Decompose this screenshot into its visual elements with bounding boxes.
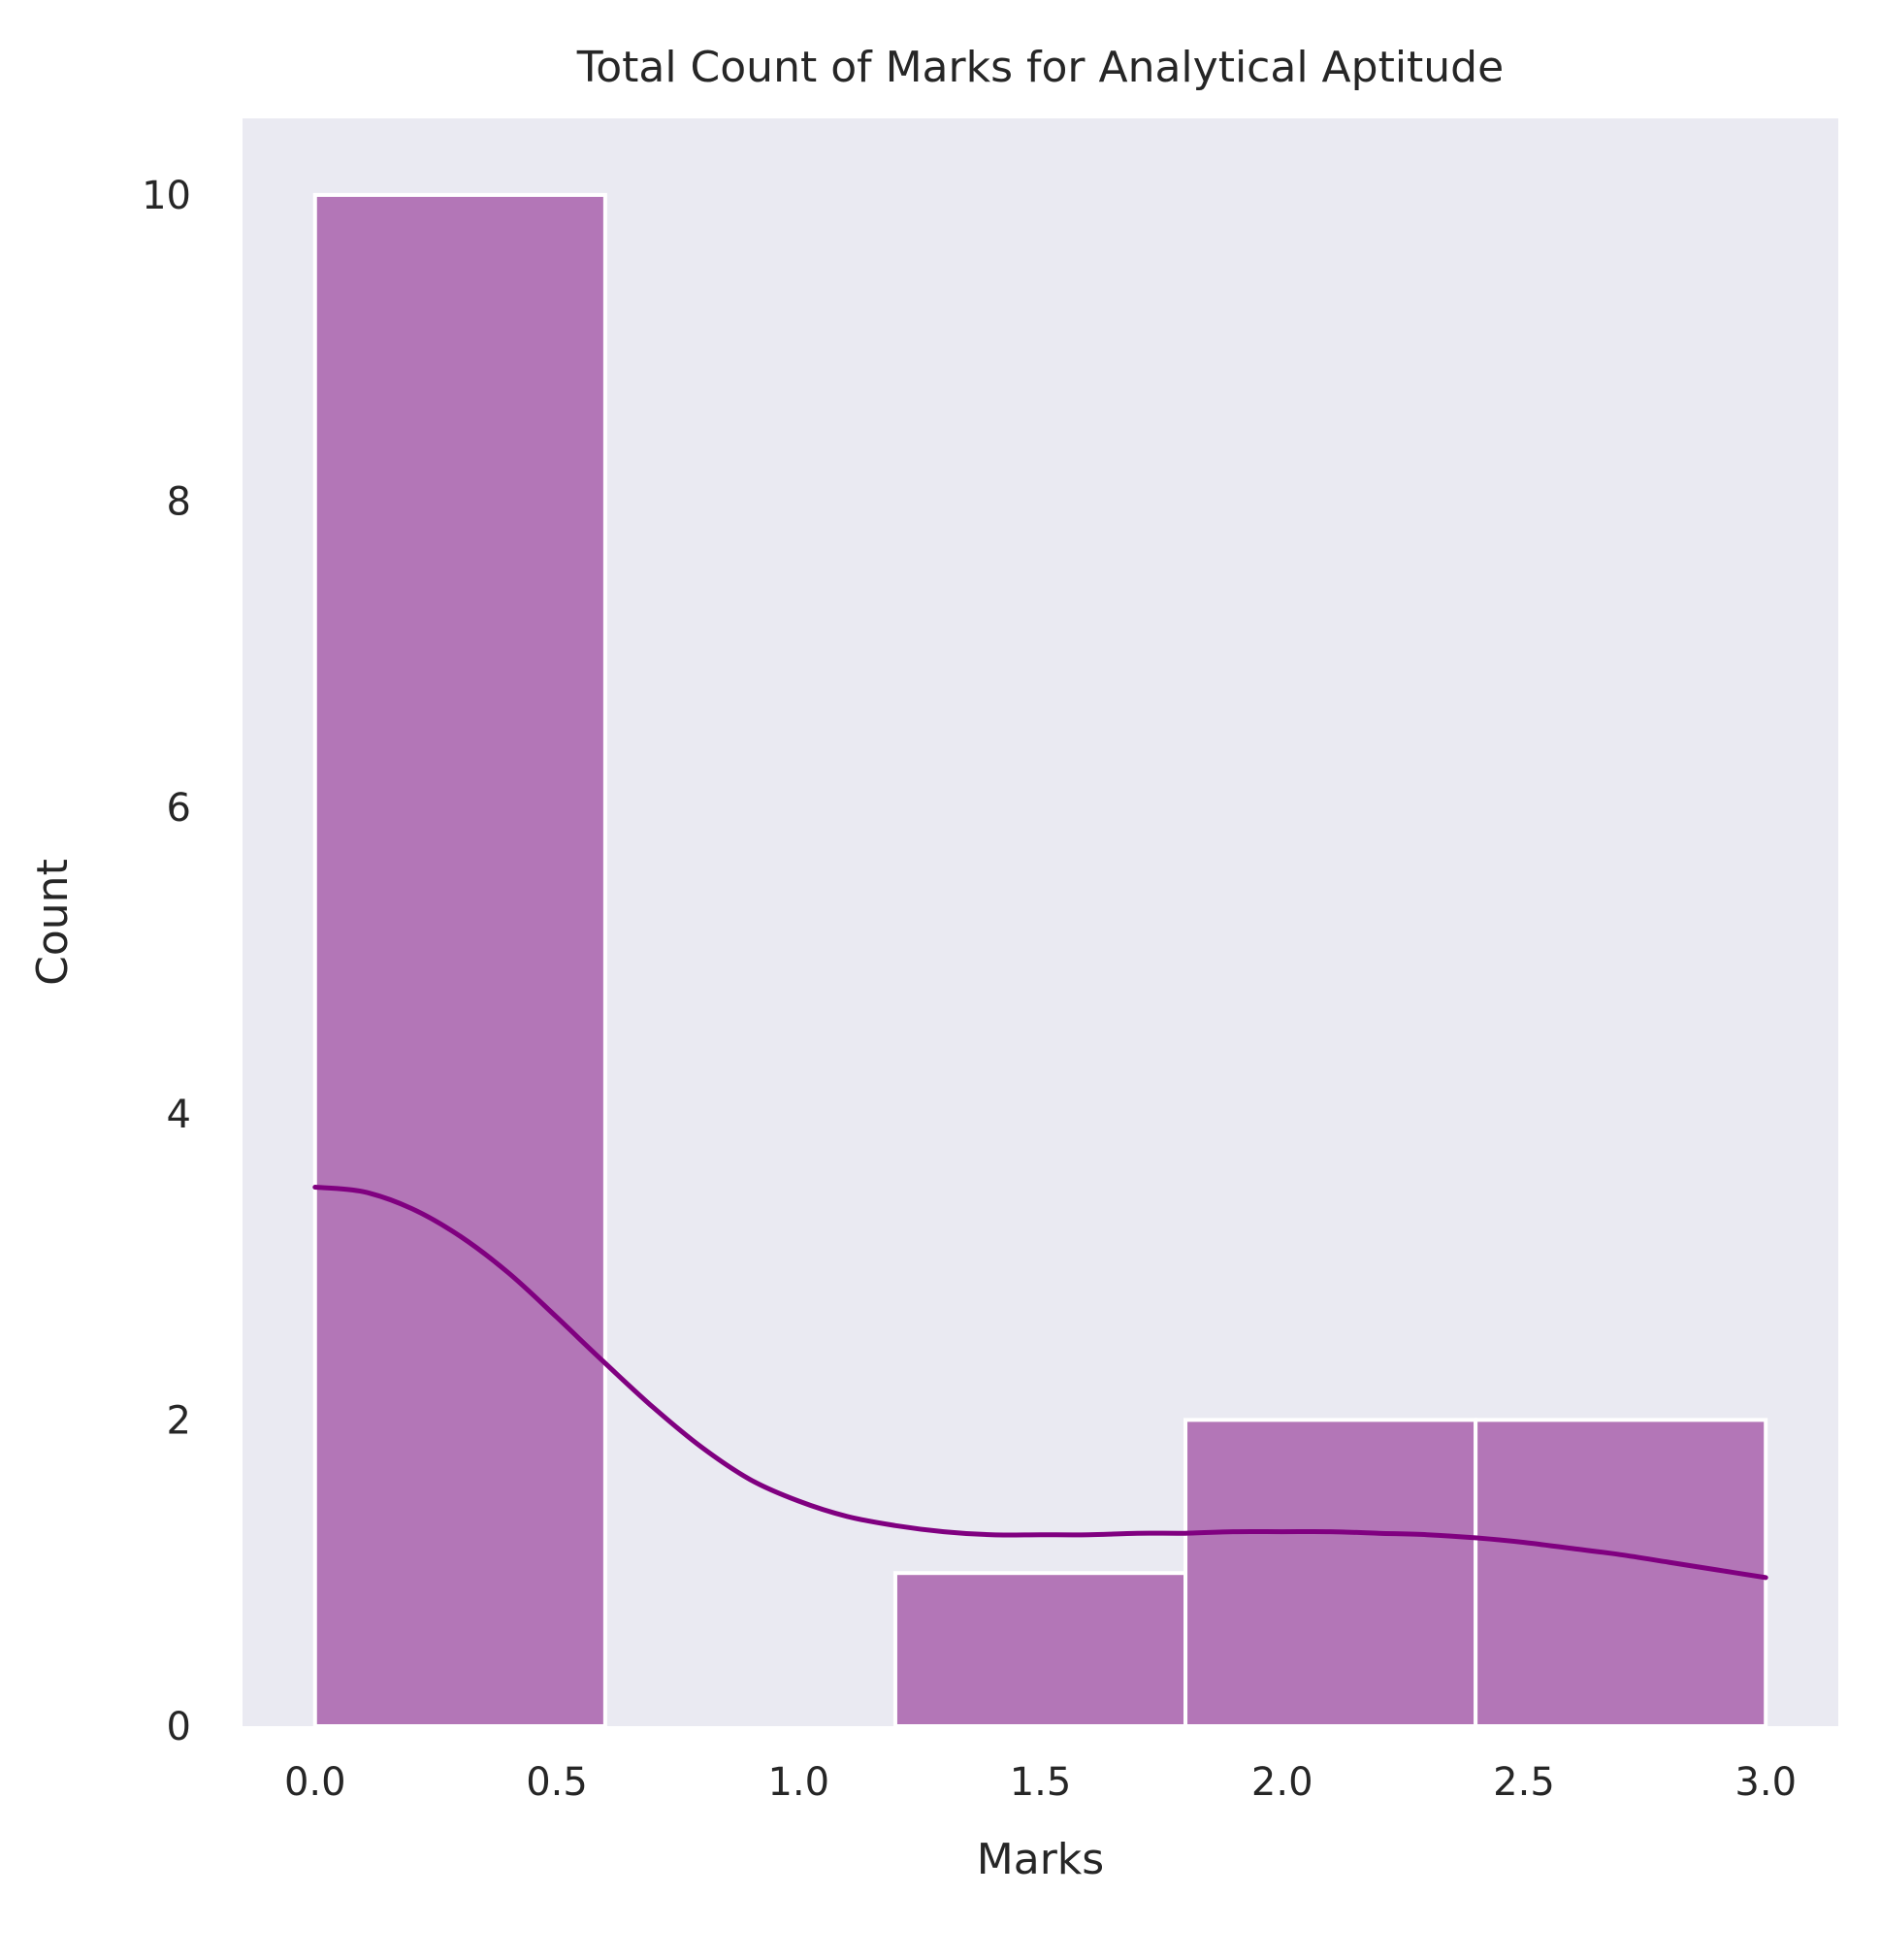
x-tick-label: 2.5 (1493, 1760, 1555, 1805)
y-tick-label: 0 (167, 1705, 191, 1749)
x-tick-label: 0.5 (526, 1760, 588, 1805)
y-tick-label: 10 (142, 174, 191, 218)
histogram-bars (312, 192, 1768, 1729)
y-tick-label: 8 (167, 480, 191, 525)
chart-title: Total Count of Marks for Analytical Apti… (576, 43, 1504, 92)
histogram-bar (892, 1571, 1188, 1728)
histogram-bar (1474, 1418, 1768, 1729)
histogram-bar (312, 192, 607, 1728)
kde-line (312, 1185, 1768, 1581)
y-tick-label: 2 (167, 1398, 191, 1443)
y-tick-label: 4 (167, 1093, 191, 1137)
histogram-bar (1183, 1418, 1478, 1729)
x-axis-ticks: 0.0 0.5 1.0 1.5 2.0 2.5 3.0 (284, 1760, 1797, 1805)
y-axis-ticks: 0 2 4 6 8 10 (142, 174, 191, 1749)
x-axis-label: Marks (977, 1835, 1104, 1884)
x-tick-label: 2.0 (1251, 1760, 1313, 1805)
x-tick-label: 0.0 (284, 1760, 346, 1805)
x-tick-label: 3.0 (1734, 1760, 1797, 1805)
x-tick-label: 1.0 (767, 1760, 829, 1805)
x-tick-label: 1.5 (1010, 1760, 1072, 1805)
y-tick-label: 6 (167, 786, 191, 831)
y-axis-label: Count (28, 859, 78, 986)
